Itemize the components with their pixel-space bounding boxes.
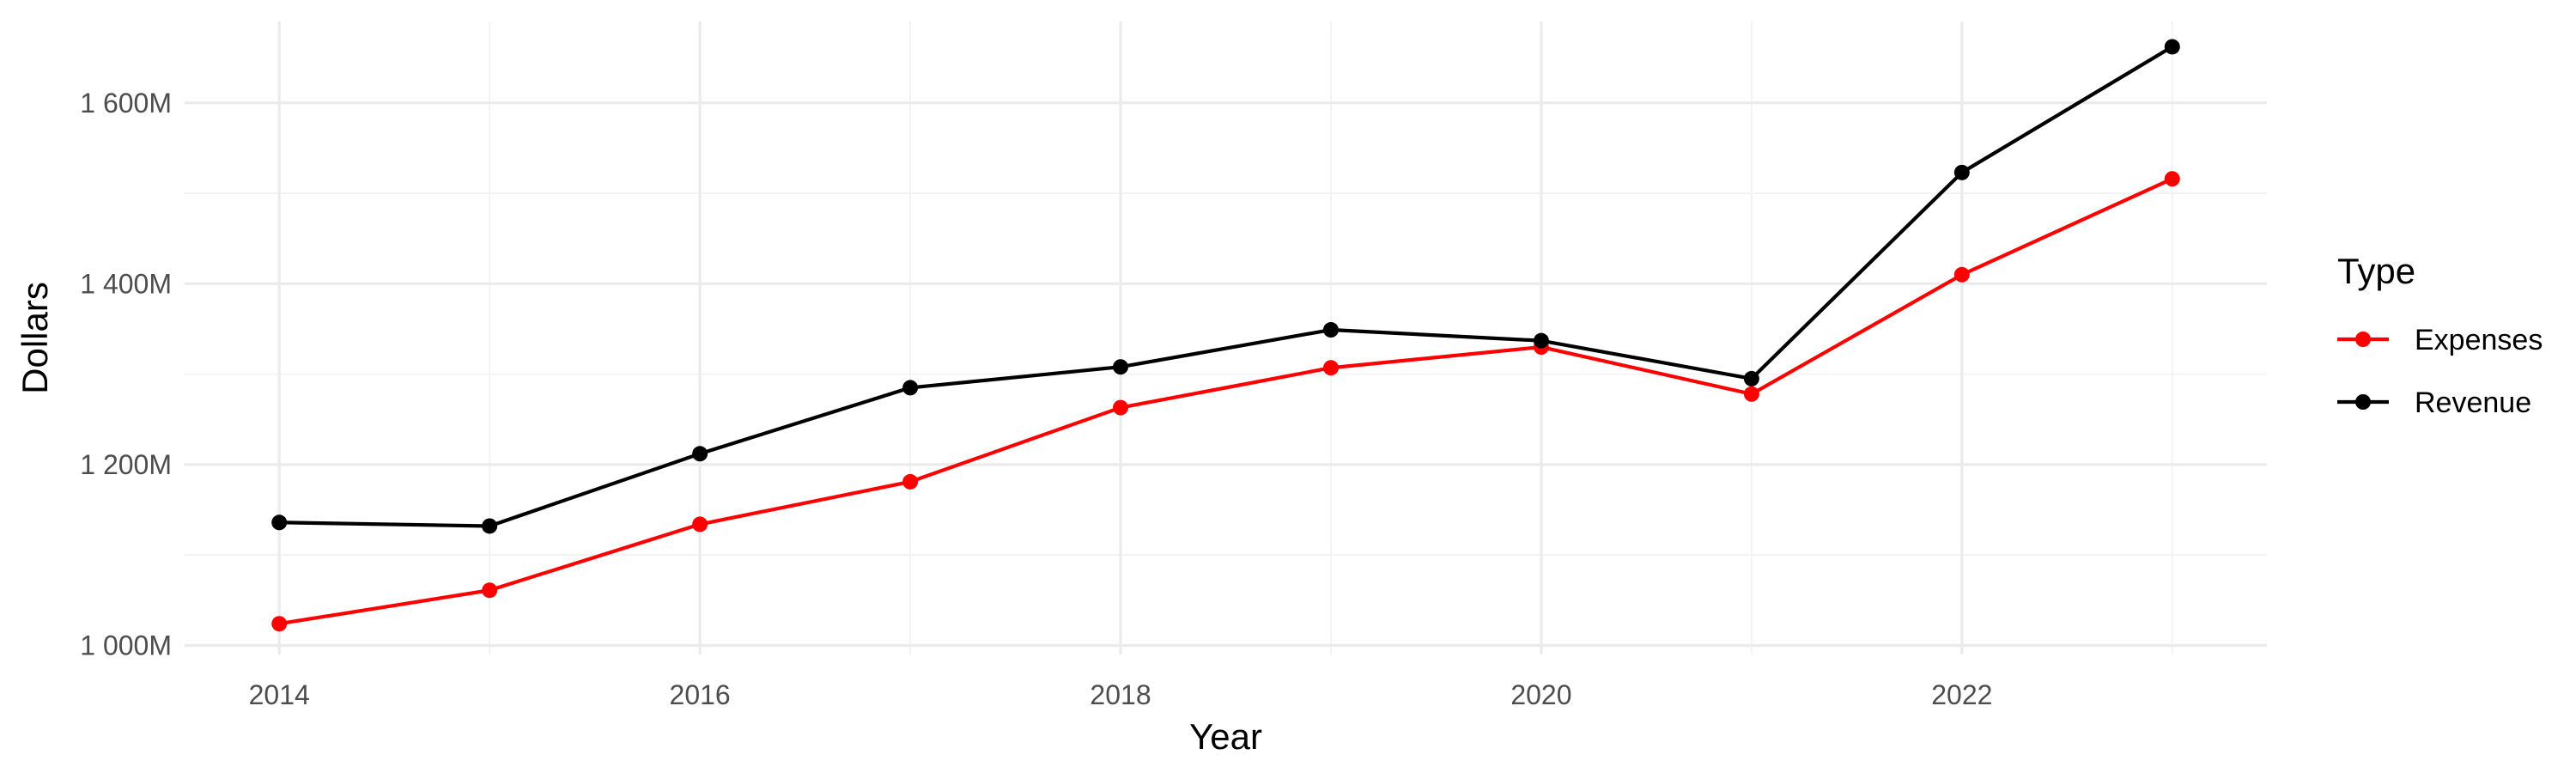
x-axis-title: Year bbox=[1189, 716, 1262, 757]
data-point-expenses bbox=[692, 516, 708, 533]
y-tick-label: 1 600M bbox=[80, 88, 172, 119]
series-line-revenue bbox=[279, 45, 2173, 528]
data-point-revenue bbox=[1113, 359, 1129, 375]
data-point-revenue bbox=[1322, 322, 1339, 338]
y-tick-label: 1 200M bbox=[80, 449, 172, 480]
legend-label-revenue: Revenue bbox=[2415, 386, 2531, 419]
data-point-revenue bbox=[1533, 332, 1549, 349]
y-tick-label: 1 400M bbox=[80, 268, 172, 299]
data-point-revenue bbox=[902, 380, 919, 396]
data-point-expenses bbox=[2164, 171, 2180, 187]
x-tick-label: 2016 bbox=[670, 679, 731, 710]
x-tick-label: 2020 bbox=[1510, 679, 1571, 710]
x-tick-label: 2018 bbox=[1090, 679, 1151, 710]
data-point-expenses bbox=[1743, 386, 1759, 402]
legend-label-expenses: Expenses bbox=[2415, 324, 2543, 356]
data-point-expenses bbox=[482, 582, 498, 599]
data-point-expenses bbox=[1953, 266, 1970, 283]
series-group bbox=[271, 39, 2180, 632]
x-tick-label: 2022 bbox=[1931, 679, 1992, 710]
legend-key-point-revenue bbox=[2355, 394, 2371, 410]
data-point-revenue bbox=[1743, 370, 1759, 386]
y-tick-label: 1 000M bbox=[80, 630, 172, 660]
data-point-revenue bbox=[482, 518, 498, 534]
legend-title: Type bbox=[2337, 251, 2415, 291]
data-point-revenue bbox=[271, 514, 288, 531]
y-axis-ticks: 1 000M 1 200M 1 400M 1 600M bbox=[80, 88, 172, 661]
data-point-expenses bbox=[1113, 399, 1129, 416]
grid bbox=[185, 21, 2267, 654]
series-line-expenses bbox=[278, 177, 2173, 626]
x-axis-ticks: 2014 2016 2018 2020 2022 bbox=[249, 679, 1993, 710]
legend-key-point-expenses bbox=[2355, 332, 2371, 347]
data-point-revenue bbox=[1953, 164, 1970, 180]
x-tick-label: 2014 bbox=[249, 679, 310, 710]
y-axis-title: Dollars bbox=[15, 282, 55, 394]
data-point-revenue bbox=[2164, 39, 2180, 55]
data-point-expenses bbox=[1322, 360, 1339, 376]
data-point-expenses bbox=[271, 616, 288, 632]
data-point-expenses bbox=[902, 473, 919, 490]
legend: Type Expenses Revenue bbox=[2337, 251, 2543, 419]
data-point-revenue bbox=[692, 446, 708, 462]
